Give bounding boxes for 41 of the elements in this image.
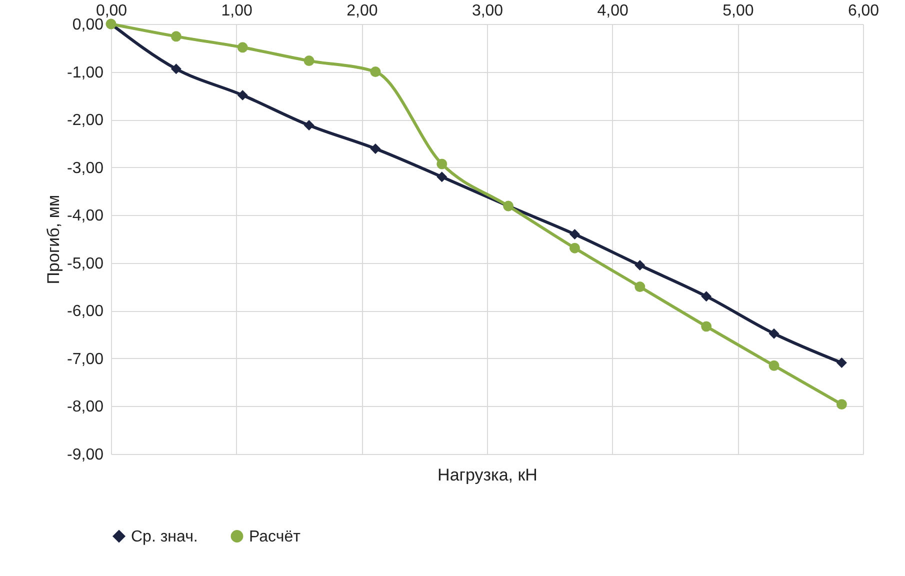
- y-tick-label: -5,00: [67, 255, 104, 272]
- x-tick-label: 4,00: [597, 2, 629, 20]
- point: [836, 358, 847, 368]
- y-tick-label: -9,00: [67, 446, 104, 464]
- x-tick-label: 2,00: [346, 2, 378, 20]
- y-tick-label: 0,00: [72, 16, 104, 34]
- point: [304, 120, 314, 131]
- point: [569, 242, 580, 254]
- point: [634, 260, 646, 271]
- point: [170, 64, 182, 74]
- point: [768, 360, 780, 371]
- y-tick-label: -8,00: [67, 398, 104, 416]
- y-tick-label: -6,00: [67, 303, 104, 320]
- y-tick-label: -7,00: [67, 350, 104, 368]
- point: [237, 90, 248, 100]
- x-tick-label: 1,00: [221, 2, 253, 20]
- point: [370, 143, 381, 154]
- y-tick-label: -4,00: [67, 208, 104, 225]
- point: [701, 321, 712, 332]
- y-axis-title: Прогиб, мм: [44, 194, 64, 284]
- x-tick-label: 6,00: [848, 2, 880, 20]
- x-tick-label: 5,00: [722, 2, 754, 20]
- legend-label: Расчёт: [249, 528, 302, 546]
- point: [436, 158, 448, 170]
- point: [170, 31, 182, 42]
- point: [836, 399, 847, 410]
- x-tick-label: 0,00: [96, 2, 128, 20]
- x-tick-label: 3,00: [472, 2, 504, 20]
- point: [237, 42, 248, 53]
- y-tick-label: -2,00: [67, 112, 104, 130]
- y-tick-label: -3,00: [67, 160, 104, 177]
- point: [436, 172, 448, 182]
- point: [768, 328, 780, 339]
- point: [634, 282, 646, 292]
- x-axis-title: Нагрузка, кН: [438, 466, 538, 484]
- y-tick-label: -1,00: [67, 64, 104, 82]
- point: [569, 228, 580, 240]
- point: [701, 291, 712, 302]
- point: [304, 56, 314, 66]
- legend-label: Ср. знач.: [131, 528, 198, 546]
- point: [370, 66, 381, 78]
